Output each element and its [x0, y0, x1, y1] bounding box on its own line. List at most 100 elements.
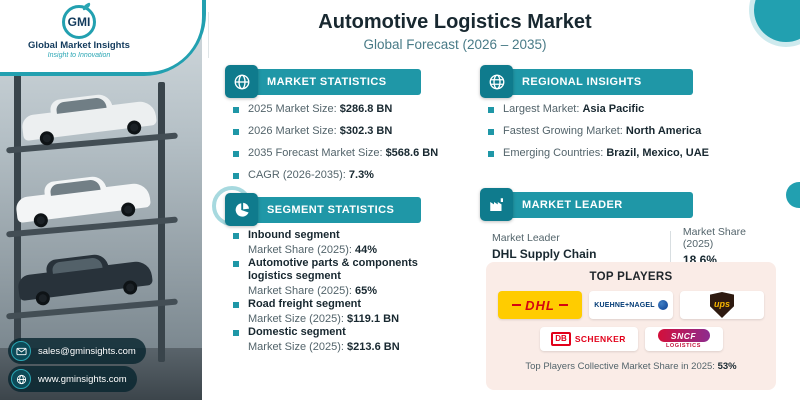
bullet-icon — [233, 302, 239, 308]
top-players-row-1: DHL KUEHNE+NAGEL ups — [486, 291, 776, 319]
car-shape — [20, 99, 158, 147]
stat-text: CAGR (2026-2035): 7.3% — [248, 169, 374, 182]
globe-grid-icon — [480, 65, 513, 98]
leader-value: DHL Supply Chain — [492, 247, 597, 261]
stat-label: 2035 Forecast Market Size: — [248, 147, 386, 159]
corner-circle-decoration — [754, 0, 800, 42]
list-item: 2035 Forecast Market Size: $568.6 BN — [233, 147, 448, 160]
edge-circle-decoration — [786, 182, 800, 208]
market-leader-col: Market Leader DHL Supply Chain — [492, 232, 658, 261]
segment-stat: Market Size (2025): $119.1 BN — [248, 312, 399, 326]
section-title: REGIONAL INSIGHTS — [522, 76, 642, 88]
segment-statistics-list: Inbound segment Market Share (2025): 44%… — [233, 229, 448, 354]
dhl-text: DHL — [525, 297, 555, 313]
footer-label: Top Players Collective Market Share in 2… — [525, 361, 718, 372]
car-shape — [14, 181, 152, 229]
gmi-logo: GMI Global Market Insights Insight to In… — [4, 2, 154, 60]
share-label: Market Share (2025) — [682, 226, 746, 250]
section-title: MARKET LEADER — [522, 199, 623, 211]
stat-label: Fastest Growing Market: — [503, 125, 626, 137]
stat-text: Largest Market: Asia Pacific — [503, 103, 644, 116]
footer-value: 53% — [717, 361, 737, 372]
segment-block: Automotive parts & components logistics … — [248, 257, 448, 298]
stat-value: Brazil, Mexico, UAE — [606, 147, 710, 159]
stat-text: 2025 Market Size: $286.8 BN — [248, 103, 392, 116]
segment-block: Inbound segment Market Share (2025): 44% — [248, 229, 377, 257]
list-item: 2026 Market Size: $302.3 BN — [233, 125, 448, 138]
dhl-stripe — [512, 304, 522, 306]
wheel — [35, 290, 51, 307]
header-divider — [208, 12, 209, 58]
regional-insights-list: Largest Market: Asia Pacific Fastest Gro… — [488, 103, 773, 169]
market-share-col: Market Share (2025) 18.6% — [683, 226, 778, 267]
market-leader-header: MARKET LEADER — [480, 188, 693, 221]
email-text: sales@gminsights.com — [38, 345, 136, 357]
stat-text: Fastest Growing Market: North America — [503, 125, 701, 138]
db-mark: DB — [551, 332, 571, 346]
segment-block: Road freight segment Market Size (2025):… — [248, 298, 399, 326]
factory-icon — [480, 188, 513, 221]
stat-value: $568.6 BN — [385, 147, 439, 159]
bullet-icon — [488, 151, 494, 157]
section-title: MARKET STATISTICS — [267, 76, 387, 88]
stat-label: CAGR (2026-2035): — [248, 169, 349, 181]
website-contact[interactable]: www.gminsights.com — [8, 366, 137, 392]
list-item: Emerging Countries: Brazil, Mexico, UAE — [488, 147, 773, 160]
sncf-sub-text: LOGISTICS — [665, 343, 702, 349]
stat-value: $119.1 BN — [347, 313, 400, 325]
stat-value: $302.3 BN — [339, 125, 393, 137]
stat-value: North America — [625, 125, 702, 137]
wheel — [126, 119, 142, 136]
regional-insights-header: REGIONAL INSIGHTS — [480, 65, 693, 98]
stat-label: Market Share (2025): — [248, 244, 355, 256]
segment-statistics-header: SEGMENT STATISTICS — [225, 193, 421, 226]
stat-value: $213.6 BN — [347, 341, 400, 353]
bullet-icon — [233, 107, 239, 113]
stat-label: 2026 Market Size: — [248, 125, 340, 137]
vertical-divider — [669, 230, 671, 263]
segment-stat: Market Size (2025): $213.6 BN — [248, 340, 400, 354]
section-title: SEGMENT STATISTICS — [267, 204, 395, 216]
segment-stat: Market Share (2025): 65% — [248, 284, 448, 298]
stat-value: $286.8 BN — [339, 103, 393, 115]
kuehne-nagel-emblem — [657, 300, 668, 310]
list-item: Road freight segment Market Size (2025):… — [233, 298, 448, 326]
list-item: CAGR (2026-2035): 7.3% — [233, 169, 448, 182]
gmi-logo-circle: GMI — [62, 5, 96, 39]
schenker-text: SCHENKER — [574, 334, 626, 344]
dhl-stripe — [558, 304, 568, 306]
segment-name: Inbound segment — [248, 229, 340, 241]
ups-shield: ups — [710, 292, 734, 318]
stat-label: Emerging Countries: — [503, 147, 607, 159]
bullet-icon — [488, 107, 494, 113]
top-players-panel: TOP PLAYERS DHL KUEHNE+NAGEL ups DB SCHE… — [486, 262, 776, 390]
logo-card: GMI Global Market Insights Insight to In… — [0, 0, 202, 72]
segment-stat: Market Share (2025): 44% — [248, 243, 377, 257]
gmi-tagline: Insight to Innovation — [47, 52, 111, 59]
stat-label: Market Size (2025): — [248, 313, 348, 325]
globe-icon — [225, 65, 258, 98]
email-contact[interactable]: sales@gminsights.com — [8, 338, 146, 364]
dhl-logo: DHL — [498, 291, 582, 319]
wheel — [122, 279, 138, 296]
top-players-footer: Top Players Collective Market Share in 2… — [486, 361, 776, 372]
sncf-text: SNCF — [670, 330, 697, 341]
stat-value: 44% — [355, 244, 378, 256]
stat-text: 2035 Forecast Market Size: $568.6 BN — [248, 147, 438, 160]
sncf-mark: SNCF — [657, 329, 710, 342]
stat-label: 2025 Market Size: — [248, 103, 340, 115]
gmi-logo-text: GMI — [67, 15, 91, 29]
wheel — [33, 212, 49, 229]
list-item: Largest Market: Asia Pacific — [488, 103, 773, 116]
website-text: www.gminsights.com — [38, 373, 127, 385]
stat-label: Market Share (2025): — [248, 285, 355, 297]
bullet-icon — [488, 129, 494, 135]
car-shape — [16, 259, 154, 307]
stat-value: Asia Pacific — [582, 103, 645, 115]
list-item: Automotive parts & components logistics … — [233, 257, 448, 298]
segment-name: Automotive parts & components logistics … — [248, 257, 418, 282]
bullet-icon — [233, 261, 239, 267]
page-subtitle: Global Forecast (2026 – 2035) — [363, 37, 547, 52]
market-statistics-header: MARKET STATISTICS — [225, 65, 421, 98]
ups-logo: ups — [680, 291, 764, 319]
